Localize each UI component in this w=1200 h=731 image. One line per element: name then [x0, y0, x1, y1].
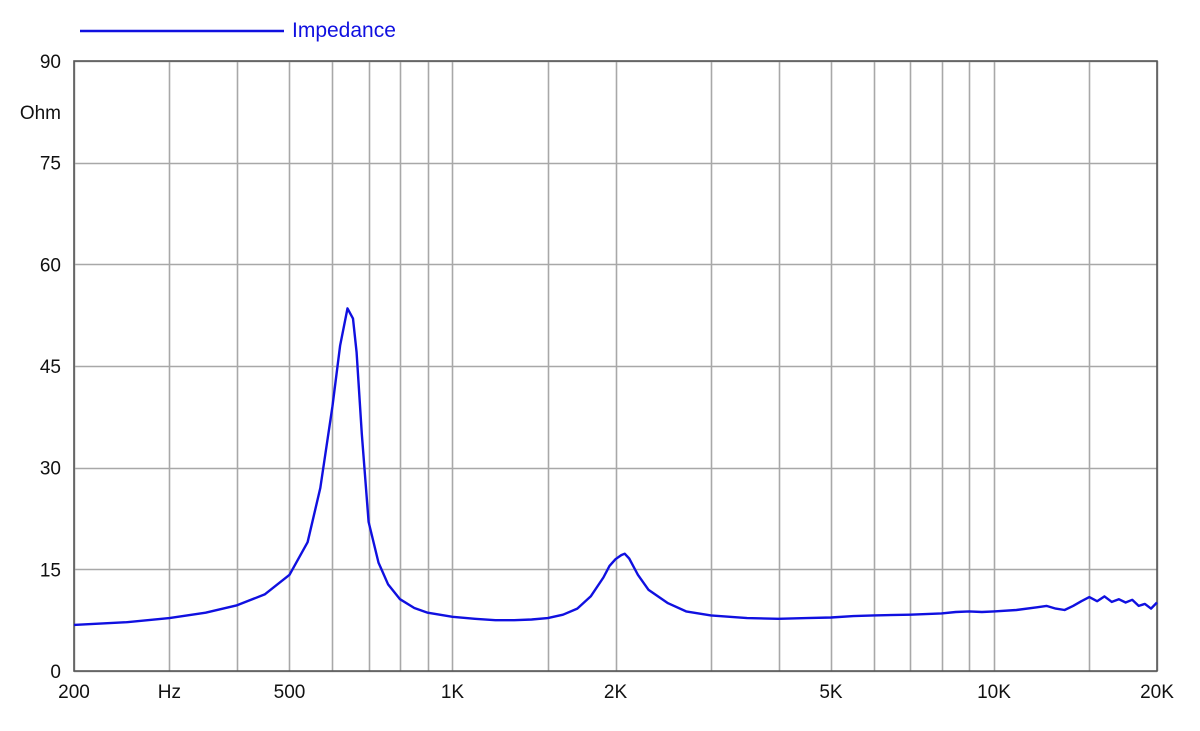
x-axis-unit-label: Hz	[158, 682, 181, 703]
impedance-line	[73, 307, 1158, 627]
y-tick-label: 60	[40, 255, 61, 276]
x-tick-label: 500	[274, 682, 306, 703]
y-tick-labels: 0 15 30 45 60 75 90	[40, 52, 61, 683]
legend-label-impedance: Impedance	[292, 19, 396, 42]
legend: Impedance	[80, 19, 396, 42]
x-tick-label: 1K	[441, 682, 465, 703]
y-tick-label: 90	[40, 52, 61, 73]
y-axis-unit-label: Ohm	[20, 103, 61, 124]
x-tick-label: 5K	[819, 682, 843, 703]
y-tick-label: 45	[40, 357, 61, 378]
x-tick-labels: 200 500 1K 2K 5K 10K 20K	[58, 682, 1174, 703]
plot-frame	[73, 60, 1158, 672]
series-group	[73, 307, 1158, 627]
y-tick-label: 30	[40, 459, 61, 480]
x-tick-label: 10K	[977, 682, 1011, 703]
x-tick-label: 2K	[604, 682, 628, 703]
grid-lines	[73, 60, 1159, 673]
x-tick-label: 20K	[1140, 682, 1174, 703]
y-tick-label: 0	[50, 662, 61, 683]
y-tick-label: 75	[40, 154, 61, 175]
y-tick-label: 15	[40, 560, 61, 581]
x-tick-label: 200	[58, 682, 90, 703]
